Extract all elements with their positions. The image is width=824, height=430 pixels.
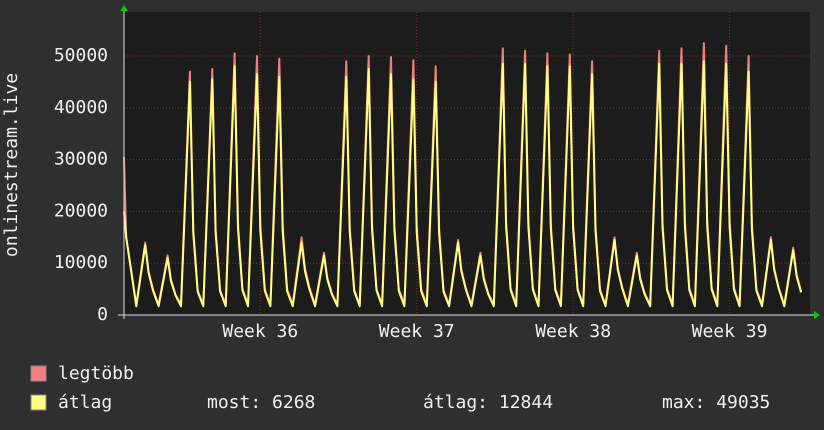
legend-swatch	[30, 394, 47, 411]
x-axis-arrow	[814, 311, 820, 319]
y-tick-label: 40000	[54, 97, 108, 118]
series-line	[123, 60, 803, 308]
stat-label: átlag:	[423, 392, 488, 413]
y-axis-label: onlinestream.live	[1, 73, 22, 257]
stat-label: max:	[662, 392, 705, 413]
y-tick-label: 30000	[54, 149, 108, 170]
legend-swatch	[30, 365, 47, 382]
y-tick-label: 10000	[54, 252, 108, 273]
x-tick-label: Week 39	[692, 321, 768, 342]
x-tick-label: Week 37	[379, 321, 455, 342]
stat: most: 6268	[207, 392, 315, 413]
y-axis-arrow	[120, 5, 128, 11]
stat-value: 12844	[499, 392, 553, 413]
legend-label: legtöbb	[58, 363, 134, 384]
x-tick-label: Week 36	[222, 321, 298, 342]
stat-value: 49035	[716, 392, 770, 413]
x-tick-label: Week 38	[535, 321, 611, 342]
y-tick-label: 20000	[54, 200, 108, 221]
y-tick-label: 0	[97, 304, 108, 325]
stat: átlag: 12844	[423, 392, 553, 413]
stat-label: most:	[207, 392, 261, 413]
stat-value: 6268	[272, 392, 315, 413]
legend-label: átlag	[58, 392, 112, 413]
y-tick-label: 50000	[54, 45, 108, 66]
stat: max: 49035	[662, 392, 770, 413]
